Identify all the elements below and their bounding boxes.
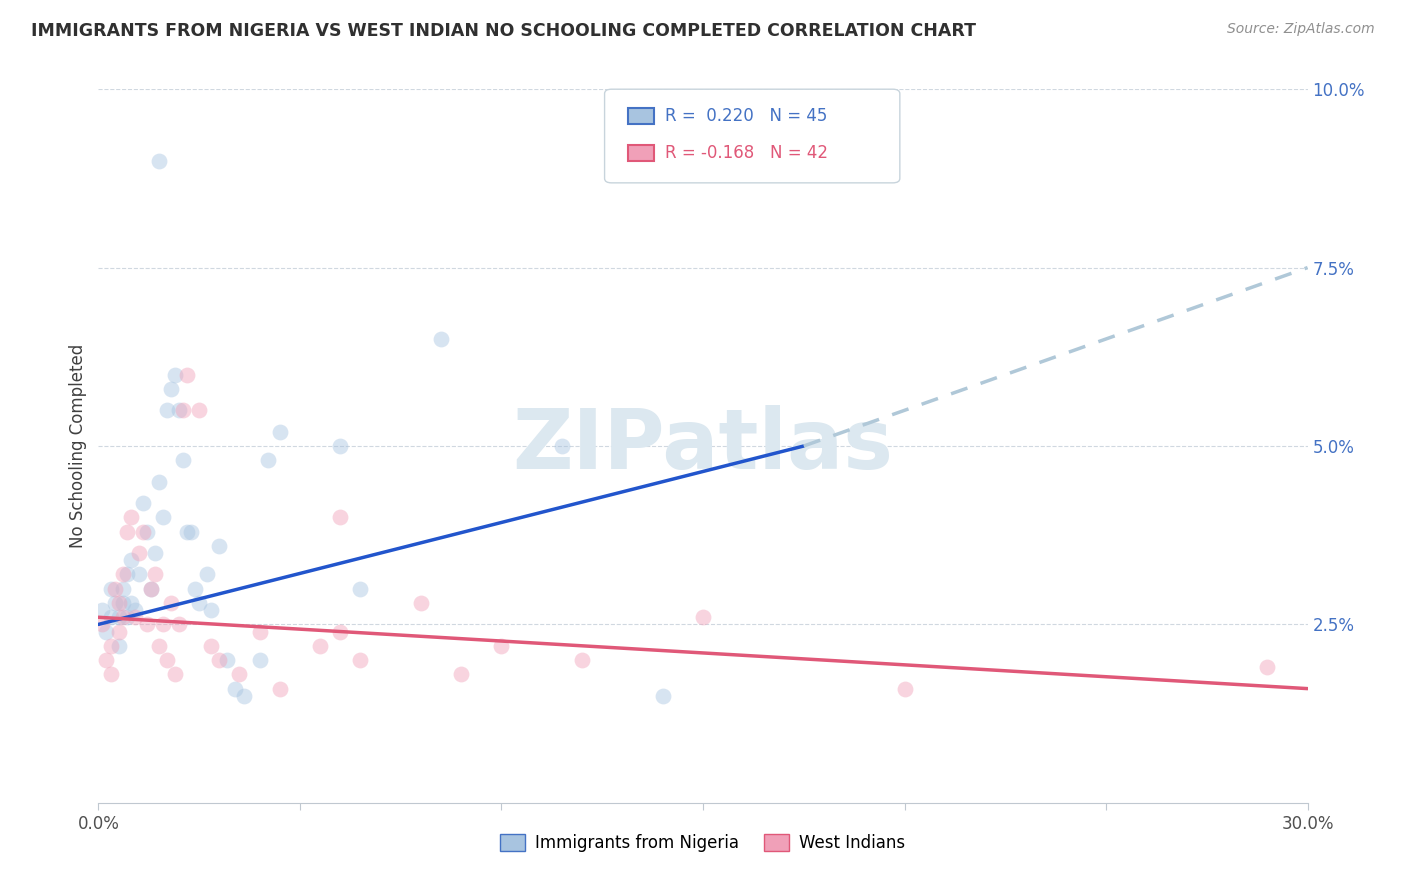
Point [120, 553, 142, 567]
Point [188, 403, 211, 417]
Point [551, 439, 574, 453]
Point [143, 567, 166, 582]
Point [329, 439, 352, 453]
Point [100, 610, 122, 624]
Point [232, 689, 254, 703]
Text: Source: ZipAtlas.com: Source: ZipAtlas.com [1227, 22, 1375, 37]
Point [91, 603, 114, 617]
Point [208, 653, 231, 667]
Point [269, 425, 291, 439]
Point [124, 603, 146, 617]
Point [651, 689, 673, 703]
Point [309, 639, 332, 653]
Point [115, 610, 138, 624]
Point [107, 624, 129, 639]
Point [100, 667, 122, 681]
Point [135, 524, 157, 539]
Point [100, 639, 122, 653]
Point [96, 653, 118, 667]
Point [152, 510, 174, 524]
Point [96, 624, 118, 639]
Point [115, 524, 138, 539]
Point [430, 332, 453, 346]
Point [132, 524, 155, 539]
Point [120, 510, 142, 524]
Point [692, 610, 714, 624]
Point [217, 653, 239, 667]
Point [148, 639, 170, 653]
Point [139, 582, 162, 596]
Point [195, 567, 218, 582]
Point [132, 496, 155, 510]
Point [111, 596, 134, 610]
Point [107, 639, 129, 653]
Point [167, 617, 190, 632]
Point [256, 453, 278, 467]
Point [152, 617, 174, 632]
Point [156, 653, 179, 667]
Point [172, 403, 194, 417]
Point [269, 681, 291, 696]
Point [349, 582, 371, 596]
Point [163, 368, 186, 382]
Point [571, 653, 593, 667]
Point [124, 610, 146, 624]
Point [228, 667, 250, 681]
Point [249, 653, 271, 667]
Point [163, 667, 186, 681]
Text: R = -0.168   N = 42: R = -0.168 N = 42 [665, 145, 828, 162]
Point [143, 546, 166, 560]
Point [184, 582, 207, 596]
Point [111, 610, 134, 624]
Point [208, 539, 231, 553]
Point [249, 624, 271, 639]
Y-axis label: No Schooling Completed: No Schooling Completed [69, 344, 87, 548]
Point [115, 567, 138, 582]
Text: ZIPatlas: ZIPatlas [513, 406, 893, 486]
Legend: Immigrants from Nigeria, West Indians: Immigrants from Nigeria, West Indians [494, 827, 912, 859]
Text: IMMIGRANTS FROM NIGERIA VS WEST INDIAN NO SCHOOLING COMPLETED CORRELATION CHART: IMMIGRANTS FROM NIGERIA VS WEST INDIAN N… [31, 22, 976, 40]
Point [91, 617, 114, 632]
Point [1256, 660, 1278, 674]
Point [103, 582, 125, 596]
Point [329, 624, 352, 639]
Point [188, 596, 211, 610]
Point [160, 596, 183, 610]
Point [120, 596, 142, 610]
Point [111, 567, 134, 582]
Point [172, 453, 194, 467]
Point [111, 582, 134, 596]
Point [107, 596, 129, 610]
Point [156, 403, 179, 417]
Point [224, 681, 246, 696]
Point [200, 639, 222, 653]
Point [103, 596, 125, 610]
Point [329, 510, 352, 524]
Text: R =  0.220   N = 45: R = 0.220 N = 45 [665, 107, 827, 125]
Point [349, 653, 371, 667]
Point [139, 582, 162, 596]
Point [409, 596, 432, 610]
Point [200, 603, 222, 617]
Point [180, 524, 202, 539]
Point [893, 681, 915, 696]
Point [107, 610, 129, 624]
Point [167, 403, 190, 417]
Point [176, 368, 198, 382]
Point [450, 667, 472, 681]
Point [148, 475, 170, 489]
Point [491, 639, 513, 653]
Point [160, 382, 183, 396]
Point [100, 582, 122, 596]
Point [128, 546, 150, 560]
Point [148, 153, 170, 168]
Point [135, 617, 157, 632]
Point [128, 567, 150, 582]
Point [176, 524, 198, 539]
